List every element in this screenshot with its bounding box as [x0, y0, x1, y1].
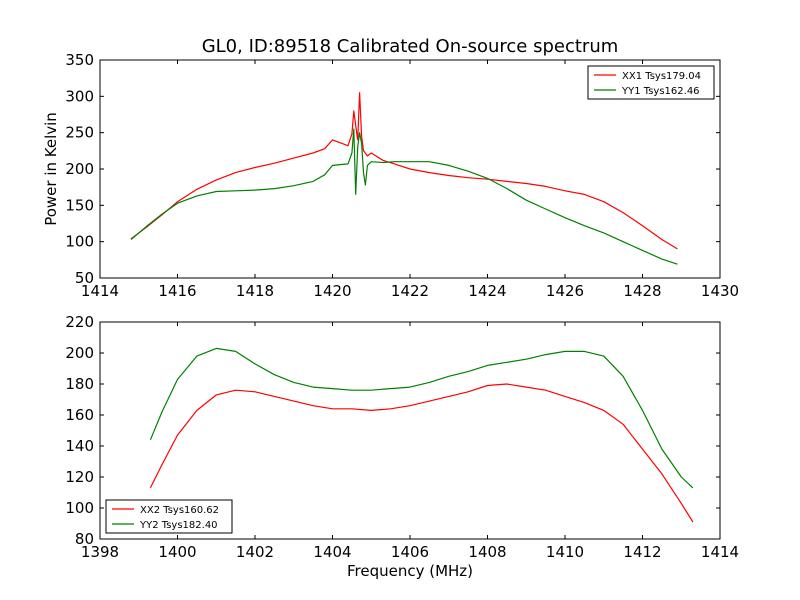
x-axis-label: Frequency (MHz)	[347, 562, 473, 580]
y-tick-label: 250	[65, 124, 94, 142]
x-tick-label: 1414	[81, 282, 119, 300]
x-tick-label: 1422	[391, 282, 429, 300]
x-tick-label: 1406	[391, 543, 429, 561]
y-tick-label: 150	[65, 196, 94, 214]
y-tick-label: 160	[65, 406, 94, 424]
x-tick-label: 1408	[468, 543, 506, 561]
legend-label: YY1 Tsys162.46	[621, 86, 700, 97]
y-tick-label: 120	[65, 468, 94, 486]
y-tick-label: 200	[65, 160, 94, 178]
x-tick-label: 1416	[158, 282, 196, 300]
series-line-yy	[149, 347, 694, 489]
x-tick-label: 1420	[313, 282, 351, 300]
x-tick-label: 1402	[236, 543, 274, 561]
bottom-panel: 1398 1400 1402 1404 1406 1408 1410 1412 1414 80 10…	[65, 313, 739, 580]
top-y-axis-label: Power in Kelvin	[42, 112, 60, 226]
series-line-yy	[130, 128, 678, 265]
x-tick-label: 1424	[468, 282, 506, 300]
y-tick-label: 100	[65, 499, 94, 517]
x-tick-label: 1400	[158, 543, 196, 561]
y-tick-label: 180	[65, 375, 94, 393]
y-tick-label: 220	[65, 313, 94, 331]
series-line-xx	[149, 383, 694, 523]
x-tick-label: 1398	[81, 543, 119, 561]
legend-box	[105, 499, 233, 534]
x-tick-label: 1414	[701, 543, 739, 561]
legend-label: XX2 Tsys160.62	[140, 505, 219, 516]
x-tick-label: 1404	[313, 543, 351, 561]
y-tick-label: 140	[65, 437, 94, 455]
legend-label: XX1 Tsys179.04	[622, 71, 701, 82]
x-tick-label: 1426	[546, 282, 584, 300]
x-tick-label: 1412	[623, 543, 661, 561]
y-tick-label: 50	[75, 269, 94, 287]
x-tick-label: 1430	[701, 282, 739, 300]
series-line-xx	[130, 92, 678, 250]
legend-label: YY2 Tsys182.40	[139, 520, 218, 531]
chart-title: GL0, ID:89518 Calibrated On-source spect…	[202, 36, 619, 57]
y-tick-label: 350	[65, 51, 94, 69]
legend-box	[587, 65, 715, 100]
x-tick-label: 1410	[546, 543, 584, 561]
x-tick-label: 1418	[236, 282, 274, 300]
y-tick-label: 100	[65, 233, 94, 251]
top-panel: 1414 1416 1418 1420 1422 1424 1426 1428 1430 50 10…	[42, 51, 739, 300]
y-tick-label: 200	[65, 344, 94, 362]
y-tick-label: 300	[65, 87, 94, 105]
x-tick-label: 1428	[623, 282, 661, 300]
y-tick-label: 80	[75, 530, 94, 548]
